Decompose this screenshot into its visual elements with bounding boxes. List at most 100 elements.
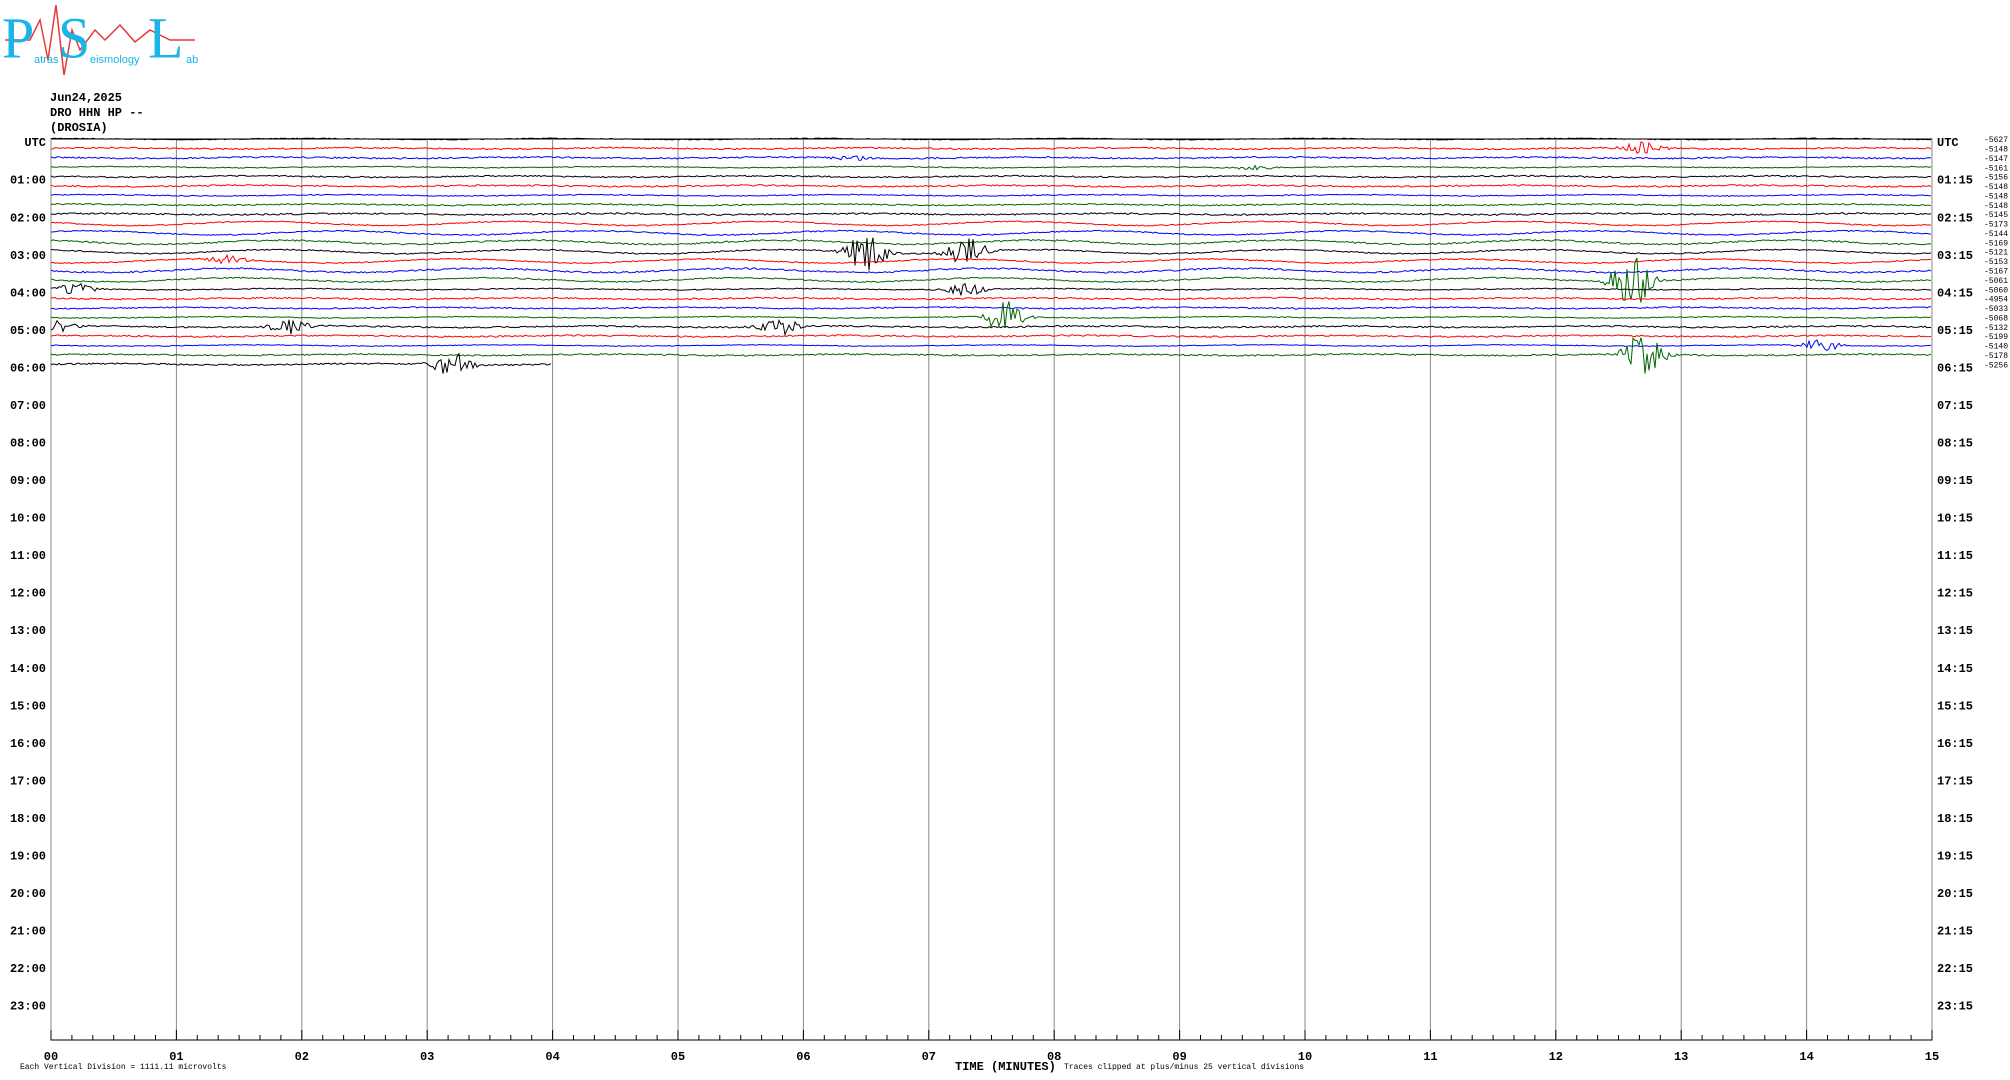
trace bbox=[50, 193, 1931, 197]
minute-label: 05 bbox=[671, 1050, 685, 1064]
trace-offset: -5061 bbox=[1984, 277, 2008, 286]
hour-label-right: 18:15 bbox=[1937, 812, 1973, 826]
trace bbox=[50, 184, 1932, 188]
hour-label-right: 01:15 bbox=[1937, 174, 1973, 188]
hour-label-right: 14:15 bbox=[1937, 662, 1973, 676]
scale-note: Each Vertical Division = 1111.11 microvo… bbox=[20, 1063, 227, 1072]
minute-label: 06 bbox=[796, 1050, 810, 1064]
trace-offset: -5173 bbox=[1984, 221, 2008, 230]
hour-label-right: 04:15 bbox=[1937, 286, 1973, 300]
trace-offset: -5033 bbox=[1984, 305, 2008, 314]
hour-label-right: 13:15 bbox=[1937, 624, 1973, 638]
logo-word: ab bbox=[186, 54, 198, 66]
trace-offset: -5161 bbox=[1984, 164, 2008, 173]
trace bbox=[50, 137, 1932, 141]
minute-label: 07 bbox=[922, 1050, 936, 1064]
trace-offset: -5145 bbox=[1984, 211, 2008, 220]
trace-offset: -5153 bbox=[1984, 258, 2008, 267]
trace-offset: -5148 bbox=[1984, 192, 2008, 201]
trace bbox=[50, 282, 1932, 296]
hour-label-right: 17:15 bbox=[1937, 774, 1973, 788]
hour-label: 19:00 bbox=[10, 849, 46, 863]
trace bbox=[50, 220, 1932, 227]
trace bbox=[50, 319, 1932, 337]
trace bbox=[50, 238, 1932, 246]
hour-label: 20:00 bbox=[10, 887, 46, 901]
minute-label: 15 bbox=[1925, 1050, 1939, 1064]
trace bbox=[50, 253, 1932, 265]
plot-frame bbox=[50, 138, 1933, 1041]
trace bbox=[50, 202, 1932, 207]
hour-label-right: 15:15 bbox=[1937, 699, 1973, 713]
hour-label: 04:00 bbox=[10, 286, 46, 300]
trace-offset: -5256 bbox=[1984, 361, 2008, 370]
trace bbox=[50, 257, 1932, 303]
trace-offset: -5068 bbox=[1984, 314, 2008, 323]
hour-label: 17:00 bbox=[10, 774, 46, 788]
minute-label: 08 bbox=[1047, 1050, 1061, 1064]
trace bbox=[50, 301, 1932, 329]
hour-label: UTC bbox=[24, 136, 46, 150]
hour-label: 02:00 bbox=[10, 211, 46, 225]
hour-label: 03:00 bbox=[10, 249, 46, 263]
hour-label-right: 02:15 bbox=[1937, 211, 1973, 225]
hour-label: 12:00 bbox=[10, 587, 46, 601]
hour-label-right: 09:15 bbox=[1937, 474, 1973, 488]
hour-label: 10:00 bbox=[10, 512, 46, 526]
hour-label-right: 12:15 bbox=[1937, 587, 1973, 601]
hour-label: 18:00 bbox=[10, 812, 46, 826]
trace bbox=[50, 352, 552, 374]
minute-label: 13 bbox=[1674, 1050, 1688, 1064]
trace bbox=[50, 141, 1932, 154]
hour-label-right: 07:15 bbox=[1937, 399, 1973, 413]
trace bbox=[51, 339, 1931, 351]
minute-label: 03 bbox=[420, 1050, 434, 1064]
hour-label-right: 20:15 bbox=[1937, 887, 1973, 901]
hour-label-right: 11:15 bbox=[1937, 549, 1973, 563]
minute-label: 11 bbox=[1423, 1050, 1437, 1064]
trace bbox=[50, 212, 1932, 217]
hour-label-right: 16:15 bbox=[1937, 737, 1973, 751]
trace-offset: -5178 bbox=[1984, 352, 2008, 361]
hour-label: 15:00 bbox=[10, 699, 46, 713]
trace bbox=[50, 306, 1931, 310]
hour-label: 06:00 bbox=[10, 361, 46, 375]
logo-word: eismology bbox=[90, 54, 140, 66]
hour-label-right: 08:15 bbox=[1937, 437, 1973, 451]
logo-letter: P bbox=[2, 5, 34, 70]
trace-offset: -5167 bbox=[1984, 268, 2008, 277]
trace bbox=[50, 174, 1932, 179]
hour-label: 11:00 bbox=[10, 549, 46, 563]
hour-label: 05:00 bbox=[10, 324, 46, 338]
trace-offset: -4954 bbox=[1984, 296, 2008, 305]
trace bbox=[50, 229, 1932, 236]
trace-offset: -5169 bbox=[1984, 239, 2008, 248]
minute-label: 12 bbox=[1549, 1050, 1563, 1064]
hour-label: 16:00 bbox=[10, 737, 46, 751]
trace-offset: -5199 bbox=[1984, 333, 2008, 342]
trace-offset: -5060 bbox=[1984, 286, 2008, 295]
trace bbox=[51, 237, 1932, 271]
trace bbox=[50, 334, 1932, 338]
hour-label-right: 19:15 bbox=[1937, 849, 1973, 863]
axis-title: TIME (MINUTES) bbox=[955, 1060, 1056, 1074]
minute-label: 04 bbox=[545, 1050, 559, 1064]
minute-label: 14 bbox=[1799, 1050, 1813, 1064]
trace-offset: -5148 bbox=[1984, 145, 2008, 154]
hour-label: 09:00 bbox=[10, 474, 46, 488]
hour-label: 08:00 bbox=[10, 437, 46, 451]
trace bbox=[50, 267, 1932, 274]
minute-label: 02 bbox=[295, 1050, 309, 1064]
trace-offset: -5132 bbox=[1984, 324, 2008, 333]
hour-label: 22:00 bbox=[10, 962, 46, 976]
trace-offset: -5147 bbox=[1984, 155, 2008, 164]
trace-offset: -5627 bbox=[1984, 136, 2008, 145]
trace-offset: -5140 bbox=[1984, 343, 2008, 352]
hour-label-right: 21:15 bbox=[1937, 925, 1973, 939]
trace-offset: -5144 bbox=[1984, 230, 2008, 239]
station: DRO HHN HP -- bbox=[50, 106, 144, 120]
minute-label: 10 bbox=[1298, 1050, 1312, 1064]
hour-label: 14:00 bbox=[10, 662, 46, 676]
trace bbox=[50, 337, 1932, 374]
